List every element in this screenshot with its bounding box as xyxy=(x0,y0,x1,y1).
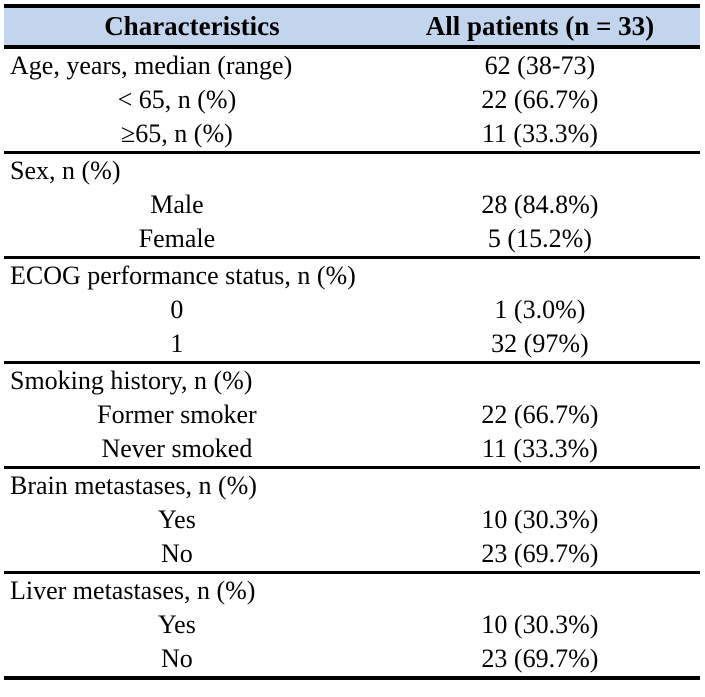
row-label-cell: ≥65, n (%) xyxy=(121,119,233,148)
table-row: Smoking history, n (%) xyxy=(4,361,700,398)
row-label-cell: Smoking history, n (%) xyxy=(10,366,253,395)
row-label-cell: Yes xyxy=(157,610,196,639)
table-row: Male 28 (84.8%) xyxy=(4,188,700,222)
row-label-cell: Brain metastases, n (%) xyxy=(10,471,257,500)
header-all-patients: All patients (n = 33) xyxy=(425,11,655,41)
table-row: No 23 (69.7%) xyxy=(4,642,700,676)
table-row: Yes 10 (30.3%) xyxy=(4,503,700,537)
table-row: Former smoker 22 (66.7%) xyxy=(4,398,700,432)
table-row: ≥65, n (%) 11 (33.3%) xyxy=(4,117,700,151)
row-label-cell: < 65, n (%) xyxy=(117,85,237,114)
row-value-cell: 5 (15.2%) xyxy=(487,224,592,253)
table-header-row: Characteristics All patients (n = 33) xyxy=(4,8,700,49)
row-value-cell: 22 (66.7%) xyxy=(481,400,599,429)
row-label-cell: No xyxy=(161,644,193,673)
table-row: Age, years, median (range) 62 (38-73) xyxy=(4,49,700,83)
row-value-cell: 10 (30.3%) xyxy=(481,505,599,534)
row-label-cell: Never smoked xyxy=(101,434,253,463)
row-value-cell: 32 (97%) xyxy=(491,329,589,358)
row-value-cell: 10 (30.3%) xyxy=(481,610,599,639)
table-row: < 65, n (%) 22 (66.7%) xyxy=(4,83,700,117)
row-label-cell: Sex, n (%) xyxy=(10,156,121,185)
row-value-cell: 62 (38-73) xyxy=(484,51,596,80)
row-label-cell: Yes xyxy=(157,505,196,534)
row-label-cell: Female xyxy=(138,224,216,253)
row-label-cell: No xyxy=(161,539,193,568)
row-label-cell: ECOG performance status, n (%) xyxy=(10,261,356,290)
table-row: Never smoked 11 (33.3%) xyxy=(4,432,700,466)
row-value-cell: 22 (66.7%) xyxy=(481,85,599,114)
row-value-cell: 11 (33.3%) xyxy=(481,119,598,148)
row-value-cell: 28 (84.8%) xyxy=(481,190,599,219)
row-value-cell: 11 (33.3%) xyxy=(481,434,598,463)
row-value-cell: 1 (3.0%) xyxy=(494,295,586,324)
row-label-cell: Former smoker xyxy=(97,400,257,429)
patient-characteristics-table: Characteristics All patients (n = 33) Ag… xyxy=(4,4,700,680)
row-label-cell: 1 xyxy=(170,329,184,358)
row-label-cell: Male xyxy=(150,190,204,219)
table-row: ECOG performance status, n (%) xyxy=(4,256,700,293)
row-value-cell: 23 (69.7%) xyxy=(481,539,599,568)
row-label-cell: 0 xyxy=(170,295,184,324)
row-label-cell: Age, years, median (range) xyxy=(10,51,293,80)
row-value-cell: 23 (69.7%) xyxy=(481,644,599,673)
table-row: Liver metastases, n (%) xyxy=(4,571,700,608)
header-characteristics: Characteristics xyxy=(104,11,280,41)
table-row: 1 32 (97%) xyxy=(4,327,700,361)
table-row: Brain metastases, n (%) xyxy=(4,466,700,503)
table-row: 0 1 (3.0%) xyxy=(4,293,700,327)
table-row: Yes 10 (30.3%) xyxy=(4,608,700,642)
table-row: No 23 (69.7%) xyxy=(4,537,700,571)
table-row: Female 5 (15.2%) xyxy=(4,222,700,256)
row-label-cell: Liver metastases, n (%) xyxy=(10,576,256,605)
table-row: Sex, n (%) xyxy=(4,151,700,188)
